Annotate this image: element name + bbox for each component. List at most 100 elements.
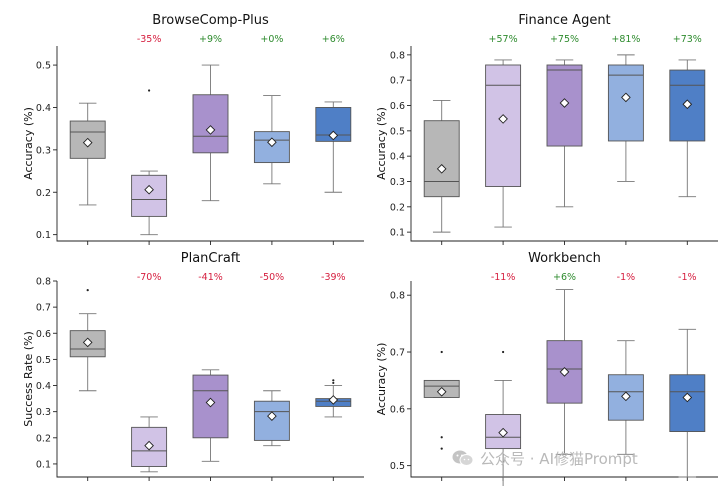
box-group <box>192 64 229 202</box>
y-axis-label: Accuracy (%) <box>22 107 35 180</box>
chart-title: Finance Agent <box>518 13 610 28</box>
y-tick-label: 0.8 <box>36 277 51 288</box>
box-outlier <box>440 350 443 354</box>
y-tick-label: 0.3 <box>36 407 51 418</box>
box-group <box>546 289 583 455</box>
y-tick-label: 0.6 <box>36 329 51 340</box>
y-tick-label: 0.2 <box>36 433 51 444</box>
box-mean-marker <box>205 125 216 135</box>
box-mean-marker <box>621 92 631 103</box>
box-group <box>253 390 290 447</box>
wechat-icon <box>452 450 474 466</box>
box-iqr <box>131 174 168 217</box>
y-tick-label: 0.1 <box>36 230 51 241</box>
watermark-text: 公众号 · AI修猫Prompt <box>480 449 638 468</box>
y-tick-label: 0.6 <box>390 404 405 415</box>
box-group <box>253 95 290 185</box>
box-iqr <box>192 94 229 154</box>
delta-label: -39% <box>321 272 346 283</box>
box-mean-marker <box>436 163 447 174</box>
delta-label: +0% <box>260 34 283 45</box>
box-iqr <box>253 131 290 164</box>
delta-label: -1% <box>678 272 697 283</box>
y-tick-label: 0.1 <box>390 228 405 239</box>
y-tick-label: 0.3 <box>390 177 405 188</box>
box-outlier <box>332 379 335 382</box>
chart-panel: BrowseComp-Plus Accuracy (%) 0.1 0.2 0.3 0.4 0… <box>22 13 364 245</box>
box-group <box>192 369 229 462</box>
axis-spine <box>56 281 364 478</box>
y-tick-label: 0.5 <box>36 355 51 366</box>
delta-label: +6% <box>553 272 576 283</box>
box-outlier <box>502 350 505 354</box>
y-tick-label: 0.5 <box>390 461 405 472</box>
box-group <box>131 89 168 236</box>
y-tick-label: 0.5 <box>36 61 51 72</box>
box-outlier <box>332 381 335 385</box>
box-group <box>315 101 352 193</box>
box-mean-marker <box>436 386 447 397</box>
box-iqr <box>669 374 706 433</box>
box-mean-marker <box>82 337 93 348</box>
chart-title: PlanCraft <box>181 251 241 266</box>
chart-panel: Finance Agent Accuracy (%) 0.1 0.2 0.3 0.4 0.5… <box>375 13 718 245</box>
box-group <box>131 416 168 473</box>
y-tick-label: 0.8 <box>390 291 405 302</box>
box-mean-marker <box>205 397 216 408</box>
delta-label: -11% <box>491 272 516 283</box>
axis-spine <box>410 46 718 242</box>
y-axis-label: Accuracy (%) <box>375 343 388 416</box>
box-group <box>669 59 706 198</box>
y-tick-label: 0.2 <box>390 202 405 213</box>
box-outlier <box>148 89 151 92</box>
box-mean-marker <box>267 411 277 421</box>
box-group <box>315 379 352 418</box>
watermark: 公众号 · AI修猫Prompt <box>452 446 712 470</box>
box-mean-marker <box>682 392 693 403</box>
box-group <box>69 289 106 392</box>
delta-label: -35% <box>137 34 162 45</box>
delta-label: +75% <box>550 34 579 45</box>
box-mean-marker <box>559 98 570 108</box>
box-group <box>485 59 522 228</box>
y-tick-label: 0.3 <box>36 145 51 156</box>
y-tick-label: 0.4 <box>36 381 51 392</box>
y-tick-label: 0.4 <box>36 103 51 114</box>
delta-label: +57% <box>489 34 518 45</box>
delta-label: -70% <box>137 272 162 283</box>
delta-label: -50% <box>260 272 285 283</box>
box-iqr <box>131 426 168 467</box>
y-tick-label: 0.8 <box>390 50 405 61</box>
y-tick-label: 0.7 <box>36 303 51 314</box>
y-tick-label: 0.7 <box>390 76 405 87</box>
chart-title: BrowseComp-Plus <box>152 13 269 28</box>
box-mean-marker <box>328 130 339 141</box>
box-mean-marker <box>267 137 277 148</box>
y-axis-label: Success Rate (%) <box>22 331 35 427</box>
box-mean-marker <box>328 395 339 405</box>
y-axis-label: Accuracy (%) <box>375 107 388 180</box>
y-tick-label: 0.7 <box>390 348 405 359</box>
box-outlier <box>440 436 443 439</box>
box-mean-marker <box>498 427 508 438</box>
chart-panel: Workbench Accuracy (%) 0.5 0.6 0.7 0.8 -11% +6%… <box>375 251 718 486</box>
box-mean-marker <box>621 391 631 402</box>
box-group <box>423 99 460 233</box>
box-group <box>669 328 706 478</box>
box-mean-marker <box>682 99 693 110</box>
chart-panel: PlanCraft Success Rate (%) 0.1 0.2 0.3 0.4 0.5… <box>22 251 364 481</box>
box-outlier <box>86 289 89 292</box>
box-mean-marker <box>559 367 570 377</box>
delta-label: +81% <box>611 34 640 45</box>
y-tick-label: 0.4 <box>390 152 405 163</box>
box-group <box>423 350 460 450</box>
delta-label: -1% <box>617 272 636 283</box>
box-mean-marker <box>144 184 154 195</box>
box-group <box>546 59 583 208</box>
y-tick-label: 0.2 <box>36 188 51 199</box>
y-tick-label: 0.1 <box>36 459 51 470</box>
box-iqr <box>423 120 460 198</box>
box-mean-marker <box>498 114 508 124</box>
delta-label: +9% <box>199 34 222 45</box>
